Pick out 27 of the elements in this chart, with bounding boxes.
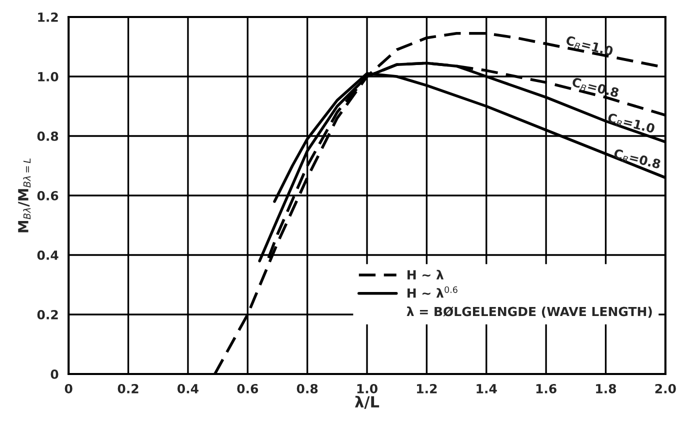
y-tick-label: 0.8	[37, 131, 58, 141]
x-tick-label: 1.4	[476, 384, 497, 394]
x-tick-label: 0.6	[237, 384, 258, 394]
x-tick-label: 0.4	[177, 384, 198, 394]
x-tick-label: 0.2	[118, 384, 138, 394]
annotation: C$_{B}$=0.8	[612, 148, 661, 171]
y-tick-label: 0.2	[37, 310, 58, 320]
x-tick-label: 1.0	[357, 384, 378, 394]
annotation: λ = BØLGELENGDE (WAVE LENGTH)	[406, 306, 652, 318]
annotation: C$_{B}$=1.0	[606, 112, 656, 136]
x-tick-label: 1.8	[596, 384, 616, 394]
y-tick-label: 0.4	[37, 250, 58, 260]
annotation: H ∼ λ$^{0.6}$	[408, 286, 458, 298]
y-tick-label: 0	[50, 369, 58, 379]
y-tick-label: 1.2	[38, 12, 58, 22]
x-tick-label: 0.8	[296, 384, 318, 394]
y-tick-label: 0.6	[37, 190, 58, 200]
y-tick-label: 1.0	[38, 72, 58, 82]
x-axis-title: λ/L	[354, 396, 380, 409]
x-tick-label: 2.0	[655, 384, 676, 394]
annotation: C$_{B}$=0.8	[571, 77, 620, 100]
annotation: C$_{B}$=1.0	[565, 35, 614, 58]
x-tick-label: 0	[64, 384, 72, 394]
x-tick-label: 1.6	[536, 384, 556, 394]
x-tick-label: 1.2	[417, 384, 437, 394]
annotation: H ∼ λ	[408, 270, 444, 280]
y-axis-title: M$_{Bλ}$/M$_{Bλ=L}$	[18, 158, 31, 232]
